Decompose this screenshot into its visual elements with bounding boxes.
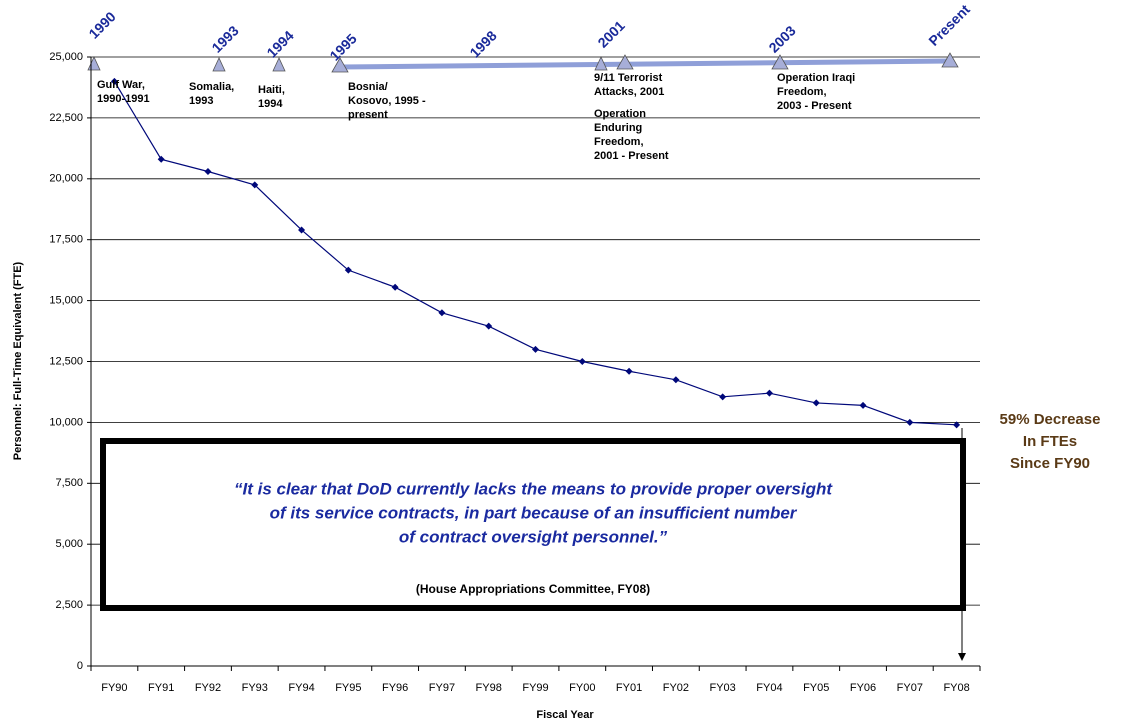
timeline-year: 2001	[594, 17, 627, 50]
x-tick-label: FY96	[382, 682, 408, 694]
note-line: In FTEs	[1023, 433, 1077, 450]
timeline-bar	[339, 58, 951, 70]
quote-line: of its service contracts, in part becaus…	[270, 503, 798, 522]
x-tick-label: FY04	[756, 682, 782, 694]
event-label: Freedom,	[594, 136, 644, 148]
event-label: Somalia,	[189, 81, 234, 93]
timeline-year: 1995	[326, 30, 359, 63]
event-label: Enduring	[594, 122, 642, 134]
event-label: Bosnia/	[348, 81, 388, 93]
timeline-year: 1990	[85, 8, 118, 41]
x-tick-label: FY92	[195, 682, 221, 694]
event-label: 2003 - Present	[777, 100, 852, 112]
point	[719, 393, 727, 401]
x-tick-label: FY03	[710, 682, 736, 694]
y-tick-label: 15,000	[49, 295, 83, 307]
point	[391, 283, 399, 291]
arrow-head	[958, 653, 966, 661]
point	[578, 358, 586, 365]
x-tick-label: FY08	[943, 682, 969, 694]
x-tick-label: FY95	[335, 682, 361, 694]
point	[672, 376, 680, 384]
x-tick-label: FY97	[429, 682, 455, 694]
quote-line: of contract oversight personnel.”	[399, 527, 668, 546]
y-tick-label: 7,500	[55, 477, 83, 489]
point	[110, 77, 118, 85]
point	[765, 389, 773, 397]
event-label: Gulf War,	[97, 79, 145, 91]
y-tick-label: 12,500	[49, 355, 83, 367]
timeline-year: Present	[925, 1, 973, 49]
x-tick-label: FY05	[803, 682, 829, 694]
event-label: 9/11 Terrorist	[594, 72, 663, 84]
quote-source: (House Appropriations Committee, FY08)	[416, 582, 650, 596]
quote-line: “It is clear that DoD currently lacks th…	[234, 479, 833, 498]
y-tick-label: 22,500	[49, 112, 83, 124]
event-label: Haiti,	[258, 84, 285, 96]
x-tick-label: FY06	[850, 682, 876, 694]
y-tick-label: 25,000	[49, 51, 83, 63]
x-tick-label: FY00	[569, 682, 595, 694]
point	[625, 367, 633, 375]
x-tick-label: FY93	[242, 682, 268, 694]
event-label: present	[348, 109, 388, 121]
x-tick-label: FY07	[897, 682, 923, 694]
y-tick-label: 0	[77, 660, 83, 672]
x-tick-label: FY02	[663, 682, 689, 694]
point	[859, 401, 867, 409]
event-label: Kosovo, 1995 -	[348, 95, 426, 107]
point	[953, 421, 961, 429]
event-label: 1993	[189, 95, 213, 107]
event-label: Freedom,	[777, 86, 827, 98]
x-tick-label: FY91	[148, 682, 174, 694]
event-label: Operation	[594, 108, 646, 120]
point	[812, 399, 820, 407]
y-tick-label: 5,000	[55, 538, 83, 550]
x-tick-label: FY90	[101, 682, 127, 694]
timeline-year: 1993	[208, 22, 241, 55]
point	[438, 309, 446, 317]
note-line: Since FY90	[1010, 455, 1090, 472]
point	[344, 266, 352, 274]
point	[298, 226, 306, 234]
x-tick-label: FY99	[522, 682, 548, 694]
note-line: 59% Decrease	[1000, 411, 1101, 428]
point	[906, 418, 914, 426]
quote-box	[100, 438, 966, 611]
x-tick-label: FY94	[288, 682, 314, 694]
y-tick-label: 2,500	[55, 599, 83, 611]
point	[532, 345, 539, 353]
series-line	[113, 81, 957, 426]
event-label: 1994	[258, 98, 283, 110]
event-label: 2001 - Present	[594, 150, 669, 162]
timeline-markers	[87, 52, 959, 73]
x-tick-label: FY01	[616, 682, 642, 694]
point	[485, 322, 493, 330]
y-tick-label: 10,000	[49, 416, 83, 428]
y-tick-label: 20,000	[49, 173, 83, 185]
point	[204, 167, 212, 175]
y-axis-label: Personnel: Full-Time Equivalent (FTE)	[12, 261, 24, 460]
timeline-year: 1994	[263, 27, 296, 60]
y-tick-label: 17,500	[49, 234, 83, 246]
event-label: Operation Iraqi	[777, 72, 855, 84]
point	[251, 181, 259, 189]
x-tick-label: FY98	[476, 682, 502, 694]
event-label: Attacks, 2001	[594, 86, 664, 98]
timeline-year: 2003	[765, 22, 798, 55]
x-axis-label: Fiscal Year	[536, 709, 594, 721]
timeline-year: 1998	[466, 27, 499, 60]
event-label: 1990-1991	[97, 93, 150, 105]
point	[157, 155, 165, 163]
